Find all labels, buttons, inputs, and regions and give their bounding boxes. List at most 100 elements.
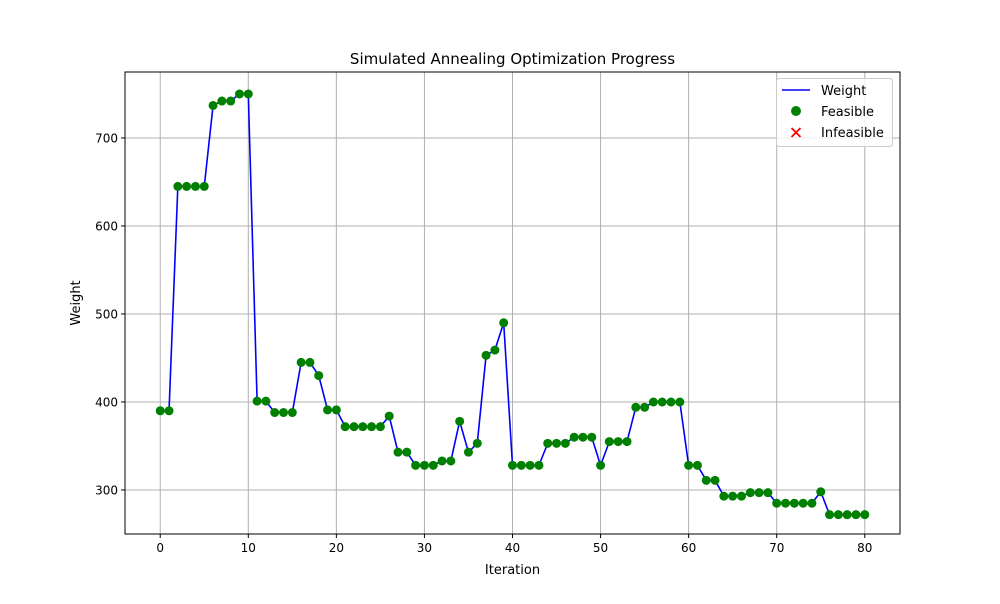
- feasible-point: [455, 416, 465, 426]
- feasible-point: [613, 437, 623, 447]
- feasible-point: [437, 456, 447, 466]
- feasible-point: [481, 350, 491, 360]
- feasible-point: [314, 371, 324, 381]
- axis-ticks: 0 10 20 30 40 50 60 70 80 300 400 500 600 700: [95, 132, 872, 556]
- feasible-point: [587, 432, 597, 442]
- feasible-point: [190, 181, 200, 191]
- feasible-point: [560, 438, 570, 448]
- feasible-point: [543, 438, 553, 448]
- feasible-point: [648, 397, 658, 407]
- x-tick-label: 30: [417, 541, 432, 555]
- feasible-point: [182, 181, 192, 191]
- feasible-point: [842, 510, 852, 520]
- feasible-point: [270, 408, 280, 418]
- feasible-point: [472, 438, 482, 448]
- feasible-point: [340, 422, 350, 432]
- feasible-point: [331, 405, 341, 415]
- feasible-point: [296, 357, 306, 367]
- feasible-point: [772, 498, 782, 508]
- x-tick-label: 70: [769, 541, 784, 555]
- feasible-point: [173, 181, 183, 191]
- feasible-point: [508, 460, 517, 470]
- y-tick-label: 700: [95, 132, 118, 146]
- feasible-point: [463, 447, 473, 457]
- legend-box: [776, 78, 893, 147]
- feasible-point: [622, 437, 632, 447]
- feasible-point: [552, 438, 562, 448]
- feasible-point: [226, 96, 236, 106]
- x-tick-label: 10: [241, 541, 256, 555]
- feasible-point: [816, 487, 826, 497]
- feasible-point: [411, 460, 421, 470]
- feasible-point: [640, 402, 650, 412]
- feasible-point: [736, 491, 746, 501]
- feasible-point: [349, 422, 359, 432]
- y-axis-label: Weight: [69, 280, 84, 325]
- legend-label-feasible: Feasible: [821, 105, 874, 120]
- feasible-point: [798, 498, 808, 508]
- feasible-point: [631, 402, 641, 412]
- feasible-point: [367, 422, 377, 432]
- feasible-point: [402, 447, 412, 457]
- feasible-point: [393, 447, 403, 457]
- feasible-point: [384, 411, 394, 421]
- feasible-point: [525, 460, 535, 470]
- y-tick-label: 600: [95, 220, 118, 234]
- legend-label-infeasible: Infeasible: [821, 126, 884, 141]
- feasible-point: [719, 491, 729, 501]
- feasible-point: [701, 475, 711, 485]
- feasible-point: [279, 408, 289, 418]
- feasible-point: [208, 100, 218, 110]
- feasible-point: [155, 406, 165, 416]
- feasible-point: [745, 488, 755, 498]
- feasible-point: [657, 397, 667, 407]
- chart-title: Simulated Annealing Optimization Progres…: [350, 50, 675, 68]
- feasible-point: [666, 397, 676, 407]
- feasible-point: [234, 89, 244, 99]
- x-tick-label: 40: [505, 541, 520, 555]
- feasible-point: [261, 396, 271, 406]
- feasible-point: [243, 89, 253, 99]
- x-tick-label: 60: [681, 541, 696, 555]
- x-tick-label: 50: [593, 541, 608, 555]
- feasible-point: [825, 510, 835, 520]
- feasible-point: [807, 498, 817, 508]
- feasible-point: [860, 510, 870, 520]
- feasible-point: [728, 491, 738, 501]
- feasible-point: [833, 510, 843, 520]
- feasible-point: [684, 460, 694, 470]
- marker-layer: [155, 89, 870, 520]
- feasible-point: [516, 460, 526, 470]
- feasible-point: [534, 460, 544, 470]
- feasible-point: [763, 488, 773, 498]
- feasible-point: [569, 432, 579, 442]
- feasible-point: [490, 345, 500, 355]
- feasible-point: [217, 96, 227, 106]
- legend-infeasible-marker: [790, 127, 802, 138]
- x-tick-label: 0: [156, 541, 164, 555]
- feasible-point: [358, 422, 368, 432]
- feasible-point: [375, 422, 385, 432]
- feasible-point: [446, 456, 456, 466]
- feasible-point: [287, 408, 297, 418]
- feasible-point: [499, 318, 509, 328]
- legend-label-weight: Weight: [821, 84, 866, 99]
- feasible-point: [675, 397, 685, 407]
- feasible-point: [596, 460, 606, 470]
- x-tick-label: 20: [329, 541, 344, 555]
- x-tick-label: 80: [857, 541, 872, 555]
- feasible-point: [851, 510, 861, 520]
- feasible-point: [305, 357, 315, 367]
- legend: Weight Feasible Infeasible: [776, 78, 893, 147]
- feasible-point: [754, 488, 764, 498]
- y-tick-label: 500: [95, 308, 118, 322]
- feasible-point: [252, 396, 262, 406]
- legend-feasible-marker: [791, 106, 801, 116]
- feasible-point: [781, 498, 791, 508]
- y-tick-label: 300: [95, 484, 118, 498]
- feasible-point: [428, 460, 438, 470]
- feasible-point: [199, 181, 209, 191]
- feasible-point: [164, 406, 174, 416]
